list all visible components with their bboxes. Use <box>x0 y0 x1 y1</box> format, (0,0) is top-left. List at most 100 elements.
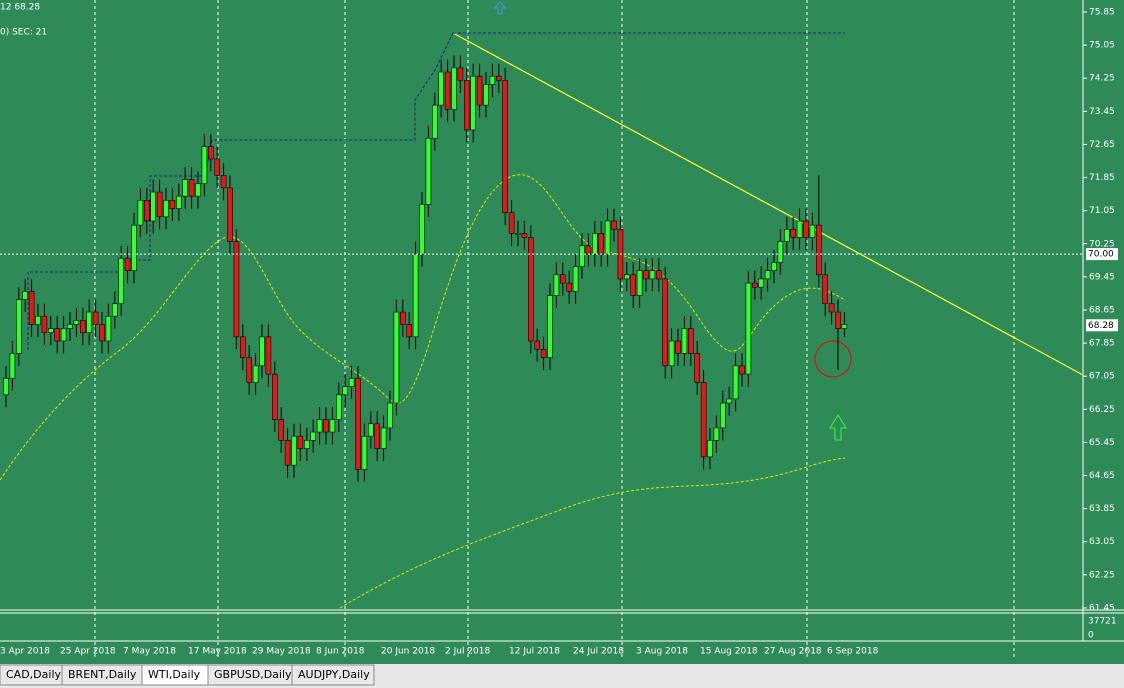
x-tick-label: 2 Jul 2018 <box>445 647 490 657</box>
candle-body <box>707 440 713 458</box>
y-tick-label: 65.45 <box>1089 438 1115 448</box>
x-tick-label: 25 Apr 2018 <box>60 647 116 657</box>
tab[interactable]: CAD,Daily <box>0 664 63 686</box>
trend-line <box>452 32 1084 376</box>
candle-body <box>303 440 310 449</box>
tab[interactable]: AUDJPY,Daily <box>291 664 375 686</box>
candle-body <box>559 274 566 284</box>
indicators <box>0 1 1084 609</box>
price-box <box>1086 319 1118 332</box>
candle-body <box>777 241 784 263</box>
tab-label[interactable]: BRENT,Daily <box>68 668 137 681</box>
candle-body <box>208 146 214 160</box>
candle-body <box>144 199 150 222</box>
volume-tick-label: 0 <box>1088 631 1094 641</box>
candle-body <box>348 377 355 387</box>
candle-body <box>355 377 361 470</box>
candle-body <box>297 435 304 449</box>
y-tick-label: 74.25 <box>1089 74 1115 84</box>
candle-body <box>406 324 413 338</box>
moving-average <box>0 174 846 481</box>
candle-body <box>28 291 35 325</box>
candle-body <box>86 311 92 334</box>
candle-body <box>431 104 438 139</box>
header-text: 12 68.28 <box>0 3 40 13</box>
candle-body <box>822 274 829 305</box>
candle-body <box>15 299 22 354</box>
candle-body <box>323 419 329 433</box>
candle-body <box>835 311 841 329</box>
candle-body <box>662 278 669 367</box>
x-tick-label: 3 Aug 2018 <box>636 647 688 657</box>
candle-body <box>271 373 278 420</box>
tab-label[interactable]: GBPUSD,Daily <box>214 668 292 681</box>
x-tick-label: 20 Jun 2018 <box>381 647 435 657</box>
y-tick-label: 62.25 <box>1089 570 1115 580</box>
candle-body <box>726 398 733 404</box>
tab-label[interactable]: WTI,Daily <box>148 668 201 681</box>
candle-body <box>732 365 739 400</box>
y-tick-label: 66.25 <box>1089 405 1115 415</box>
candle-body <box>457 67 464 81</box>
candle-body <box>713 427 720 441</box>
candle-body <box>278 419 285 441</box>
candle-body <box>764 270 771 280</box>
tab[interactable]: BRENT,Daily <box>61 664 143 686</box>
candle-body <box>719 402 726 429</box>
candle-body <box>604 220 611 255</box>
candle-body <box>399 311 406 325</box>
tab-label[interactable]: AUDJPY,Daily <box>298 668 370 681</box>
moving-average-long <box>339 457 846 609</box>
candle-body <box>515 233 521 235</box>
candle-body <box>521 233 528 238</box>
price-label: 70.00 <box>1088 250 1114 260</box>
candle-body <box>598 233 605 255</box>
candle-body <box>675 340 681 354</box>
candle-body <box>240 336 246 358</box>
candle-body <box>118 257 124 305</box>
candle-body <box>540 348 547 358</box>
candle-body <box>246 357 252 383</box>
candle-body <box>316 419 323 433</box>
candle-body <box>790 228 797 238</box>
x-tick-label: 12 Jul 2018 <box>509 647 560 657</box>
y-tick-label: 63.05 <box>1089 537 1115 547</box>
candle-body <box>681 328 688 354</box>
candle-body <box>643 270 649 280</box>
candle-body <box>841 324 848 329</box>
candle-body <box>35 315 41 325</box>
candle-body <box>201 146 208 185</box>
candle-body <box>668 340 675 367</box>
tab[interactable]: WTI,Daily <box>141 664 209 686</box>
candle-body <box>233 241 240 338</box>
y-tick-label: 71.85 <box>1089 173 1115 183</box>
candle-body <box>99 324 105 342</box>
candle-body <box>579 245 585 267</box>
candle-body <box>419 204 425 255</box>
candle-body <box>803 220 809 238</box>
candle-body <box>534 340 541 350</box>
candle-body <box>553 274 560 296</box>
candle-body <box>163 199 169 218</box>
candle-body <box>329 419 336 433</box>
tab[interactable]: GBPUSD,Daily <box>207 664 293 686</box>
candle-body <box>124 257 131 271</box>
y-tick-label: 61.45 <box>1089 603 1115 613</box>
candle-body <box>412 253 419 338</box>
x-tick-label: 29 May 2018 <box>252 647 311 657</box>
candle-body <box>252 365 259 383</box>
candle-body <box>265 336 272 375</box>
candle-body <box>694 353 701 383</box>
candle-body <box>361 435 368 470</box>
candle-body <box>783 228 790 242</box>
x-tick-label: 3 Apr 2018 <box>0 647 50 657</box>
candle-body <box>169 199 176 209</box>
candle-body <box>796 220 803 238</box>
tab-label[interactable]: CAD,Daily <box>6 668 61 681</box>
candle-body <box>342 386 349 396</box>
candle-body <box>92 311 99 325</box>
y-tick-label: 63.85 <box>1089 504 1115 514</box>
candle-body <box>758 278 765 288</box>
candle-body <box>22 291 29 300</box>
tab-background[interactable] <box>291 664 375 686</box>
